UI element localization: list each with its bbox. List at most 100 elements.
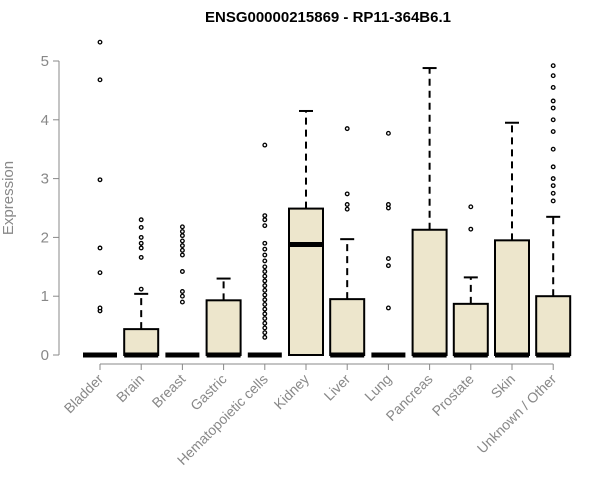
- outlier-point: [550, 63, 556, 69]
- outlier-point: [468, 226, 474, 232]
- box-brain: [123, 217, 160, 358]
- x-tick-label: Kidney: [271, 371, 313, 413]
- outlier-point: [262, 278, 268, 284]
- box-kidney: [288, 109, 324, 356]
- outlier-point: [179, 238, 185, 244]
- outlier-point: [550, 117, 556, 123]
- y-axis: 0 1 2 3 4 5: [41, 53, 60, 364]
- outlier-point: [262, 246, 268, 252]
- box-series: [83, 39, 572, 358]
- outlier-point: [550, 146, 556, 152]
- outlier-point: [179, 269, 185, 274]
- outlier-point: [344, 202, 350, 207]
- box-rect: [452, 302, 489, 356]
- outlier-point: [138, 224, 144, 230]
- box-liver: [329, 126, 366, 358]
- y-tick-label: 1: [41, 288, 49, 305]
- box-pancreas: [411, 67, 448, 358]
- outlier-point: [262, 264, 268, 270]
- outlier-point: [179, 243, 185, 249]
- box-bladder: [83, 39, 117, 358]
- outlier-point: [344, 126, 350, 132]
- outlier-point: [179, 299, 185, 305]
- outlier-point: [97, 305, 103, 311]
- outlier-point: [262, 301, 268, 307]
- box-lung: [371, 130, 406, 358]
- y-tick-label: 5: [41, 53, 49, 70]
- outlier-point: [550, 98, 556, 104]
- outlier-point: [262, 142, 268, 148]
- outlier-point: [262, 283, 268, 289]
- outlier-point: [138, 286, 144, 292]
- outlier-point: [179, 293, 185, 299]
- box-rect: [411, 228, 448, 356]
- box-hematopoietic-cells: [247, 142, 282, 358]
- outlier-point: [138, 245, 144, 251]
- y-axis-label: Expression: [0, 161, 17, 235]
- outlier-point: [468, 204, 474, 210]
- outlier-point: [138, 240, 144, 246]
- outlier-point: [179, 233, 185, 239]
- outlier-point: [550, 164, 556, 170]
- outlier-point: [262, 287, 268, 293]
- outlier-point: [138, 254, 144, 260]
- outlier-point: [262, 213, 268, 219]
- outlier-point: [262, 325, 268, 331]
- outlier-point: [97, 77, 103, 83]
- outlier-point: [262, 311, 268, 317]
- outlier-point: [262, 269, 268, 274]
- outlier-point: [262, 258, 268, 264]
- outlier-point: [179, 252, 185, 258]
- outlier-point: [138, 234, 144, 240]
- box-skin: [494, 121, 530, 358]
- y-tick-label: 2: [41, 229, 49, 246]
- outlier-point: [262, 240, 268, 246]
- outlier-point: [262, 273, 268, 279]
- outlier-point: [550, 105, 556, 111]
- x-tick-label: Breast: [149, 371, 189, 411]
- box-prostate: [452, 204, 489, 358]
- outlier-point: [97, 177, 103, 183]
- outlier-point: [385, 263, 391, 269]
- outlier-point: [262, 320, 268, 326]
- outlier-point: [262, 334, 268, 340]
- outlier-point: [385, 256, 391, 262]
- x-tick-label: Liver: [321, 371, 354, 404]
- outlier-point: [344, 191, 350, 197]
- box-rect: [205, 299, 242, 357]
- x-tick-label: Bladder: [61, 371, 107, 417]
- box-rect: [123, 328, 160, 356]
- box-rect: [535, 295, 572, 357]
- outlier-point: [550, 198, 556, 204]
- outlier-point: [97, 245, 103, 251]
- outlier-point: [550, 183, 556, 189]
- outlier-point: [262, 292, 268, 298]
- outlier-point: [550, 129, 556, 135]
- outlier-point: [262, 330, 268, 336]
- box-rect: [494, 239, 530, 356]
- outlier-point: [262, 297, 268, 303]
- outlier-point: [179, 229, 185, 234]
- outlier-point: [385, 305, 391, 311]
- outlier-point: [179, 247, 185, 253]
- outlier-point: [97, 39, 103, 45]
- outlier-point: [179, 289, 185, 294]
- outlier-point: [262, 252, 268, 258]
- outlier-point: [262, 217, 268, 223]
- box-unknown-other: [535, 63, 572, 358]
- outlier-point: [179, 224, 185, 230]
- x-tick-label: Lung: [361, 371, 394, 404]
- outlier-point: [262, 316, 268, 321]
- box-rect: [288, 207, 324, 356]
- box-rect: [329, 298, 366, 357]
- y-tick-label: 3: [41, 171, 49, 188]
- x-tick-label: Prostate: [429, 371, 477, 419]
- box-gastric: [205, 277, 242, 358]
- outlier-point: [385, 130, 391, 136]
- outlier-point: [344, 206, 350, 212]
- outlier-point: [385, 202, 391, 207]
- x-tick-label: Brain: [113, 371, 147, 405]
- chart-title: ENSG00000215869 - RP11-364B6.1: [205, 9, 451, 26]
